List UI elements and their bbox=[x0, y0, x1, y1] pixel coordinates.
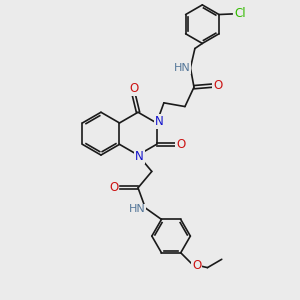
Text: O: O bbox=[213, 79, 222, 92]
Text: HN: HN bbox=[129, 204, 146, 214]
Text: HN: HN bbox=[174, 63, 190, 73]
Text: O: O bbox=[109, 181, 118, 194]
Text: O: O bbox=[129, 82, 138, 95]
Text: N: N bbox=[135, 150, 144, 163]
Text: O: O bbox=[176, 138, 186, 151]
Text: Cl: Cl bbox=[234, 8, 246, 20]
Text: N: N bbox=[154, 115, 163, 128]
Text: O: O bbox=[192, 259, 201, 272]
